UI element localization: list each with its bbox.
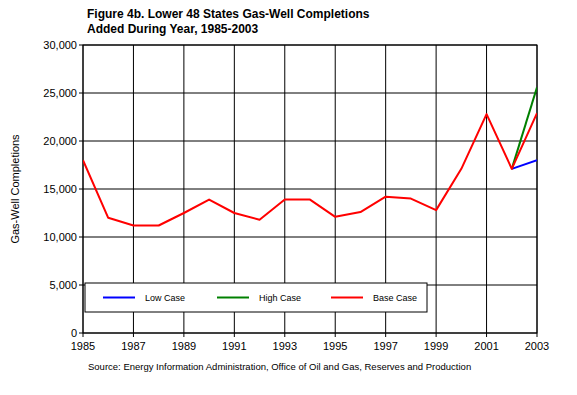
grid-line xyxy=(83,237,537,238)
grid-line xyxy=(83,93,537,94)
y-tick-label: 15,000 xyxy=(43,183,77,195)
y-tick-label: 5,000 xyxy=(49,279,77,291)
legend-label: Low Case xyxy=(145,293,185,303)
grid-line xyxy=(436,45,437,333)
x-tick-label: 1999 xyxy=(424,340,448,352)
title: Figure 4b. Lower 48 States Gas-Well Comp… xyxy=(87,7,370,21)
grid-line xyxy=(83,189,537,190)
x-tick-label: 1997 xyxy=(373,340,397,352)
tick xyxy=(436,333,437,337)
x-tick-label: 1985 xyxy=(71,340,95,352)
tick xyxy=(133,333,134,337)
x-tick-label: 1995 xyxy=(323,340,347,352)
legend-swatch xyxy=(217,297,249,299)
y-axis-label: Gas-Well Completions xyxy=(9,134,21,244)
tick xyxy=(79,93,83,94)
series-line xyxy=(83,113,537,225)
subtitle: Added During Year, 1985-2003 xyxy=(87,22,259,36)
x-tick-label: 1989 xyxy=(172,340,196,352)
tick xyxy=(385,333,386,337)
tick xyxy=(183,333,184,337)
tick xyxy=(79,189,83,190)
tick xyxy=(79,45,83,46)
y-tick-label: 20,000 xyxy=(43,135,77,147)
x-tick-label: 1993 xyxy=(273,340,297,352)
tick xyxy=(335,333,336,337)
source: Source: Energy Information Administratio… xyxy=(88,361,471,372)
plot-area xyxy=(83,45,537,333)
tick xyxy=(234,333,235,337)
x-tick-label: 1991 xyxy=(222,340,246,352)
tick xyxy=(79,285,83,286)
legend-swatch xyxy=(331,297,363,299)
tick xyxy=(79,237,83,238)
series-group xyxy=(83,87,537,225)
chart: Figure 4b. Lower 48 States Gas-Well Comp… xyxy=(0,0,577,395)
legend-label: High Case xyxy=(259,293,301,303)
series-line xyxy=(512,87,537,169)
y-tick-label: 10,000 xyxy=(43,231,77,243)
x-tick-label: 2001 xyxy=(474,340,498,352)
plot-frame xyxy=(83,45,537,333)
x-tick-label: 2003 xyxy=(525,340,549,352)
y-tick-label: 25,000 xyxy=(43,87,77,99)
grid-line xyxy=(486,45,487,333)
legend-label: Base Case xyxy=(373,293,417,303)
x-tick-label: 1987 xyxy=(121,340,145,352)
y-tick-label: 30,000 xyxy=(43,39,77,51)
tick xyxy=(79,141,83,142)
legend-box xyxy=(85,283,427,312)
tick xyxy=(79,333,83,334)
tick xyxy=(284,333,285,337)
y-tick-label: 0 xyxy=(71,327,77,339)
tick xyxy=(486,333,487,337)
grid-line xyxy=(83,141,537,142)
legend-swatch xyxy=(103,297,135,299)
tick xyxy=(537,333,538,337)
tick xyxy=(83,333,84,337)
legend: Low Case High Case Base Case xyxy=(85,283,427,312)
